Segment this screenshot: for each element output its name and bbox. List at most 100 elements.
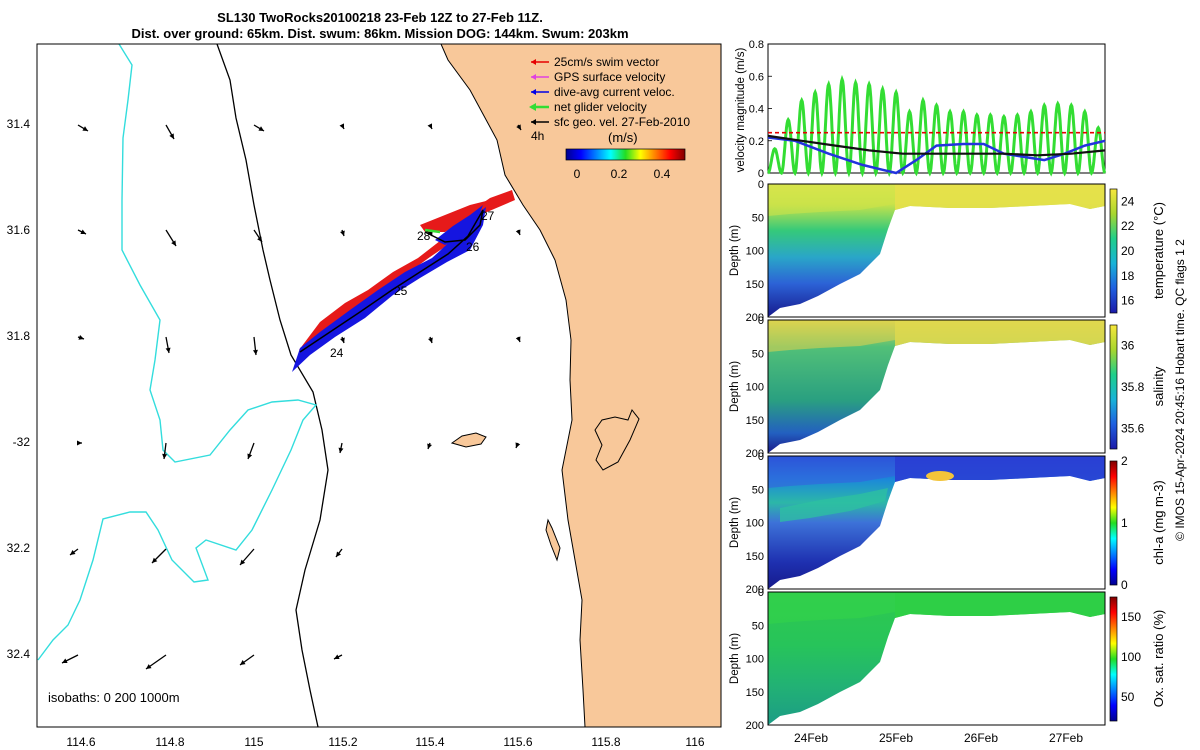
colorbar-oxygen (1109, 596, 1118, 722)
depth-tick: 150 (746, 415, 764, 427)
chl-maximum-layer (780, 488, 888, 522)
day-label-28: 28 (417, 229, 431, 243)
colorbar-tick: 35.6 (1121, 421, 1145, 435)
legend-gps-velocity: GPS surface velocity (531, 70, 665, 84)
colorbar-salinity (1109, 324, 1118, 450)
depth-tick: 0 (758, 451, 764, 463)
depth-tick: 200 (746, 312, 764, 324)
depth-tick: 150 (746, 551, 764, 563)
colorbar-label: salinity (1151, 366, 1166, 406)
glider-track: 24 25 26 27 28 (292, 190, 515, 372)
surface-vector-arrow (340, 229, 345, 237)
velocity-ylabel: velocity magnitude (m/s) (735, 48, 747, 173)
profile-mixed-layer (768, 320, 895, 352)
x-tick-114.6: 114.6 (66, 735, 95, 749)
depth-tick: 200 (746, 720, 764, 732)
profile-panel-chl-a: 0 50 100 150 200 Depth (m) 0 1 2 chl-a (mg m-3) (729, 451, 1166, 596)
surface-vector-arrow (427, 442, 432, 450)
depth-tick: 100 (746, 382, 764, 394)
colorbar-tick: 16 (1121, 294, 1135, 308)
depth-tick: 50 (752, 212, 764, 224)
land-mass (440, 44, 721, 727)
legend-sfc-geo: sfc geo. vel. 27-Feb-2010 (531, 115, 690, 129)
surface-vector-arrow (77, 440, 82, 446)
depth-tick: 100 (746, 246, 764, 258)
profile-panel-oxygen: 0 50 100 150 200 Depth (m) 50 100 150 Ox. sat. ra… (729, 587, 1166, 732)
colorbar-label: chl-a (mg m-3) (1151, 480, 1166, 565)
day-label-26: 26 (466, 240, 480, 254)
surface-vector-arrow (165, 336, 171, 354)
surface-vector-arrow (151, 548, 167, 564)
day-label-24: 24 (330, 346, 344, 360)
surface-vector-arrow (333, 654, 343, 660)
velocity-panel: velocity magnitude (m/s) 0 0.2 0.4 0.6 0.8 (735, 39, 1107, 180)
depth-tick: 200 (746, 448, 764, 460)
legend-net-velocity: net glider velocity (529, 100, 647, 114)
colorbar-tick: 20 (1121, 244, 1135, 258)
x-tick-115.4: 115.4 (415, 735, 444, 749)
surface-vector-arrow (516, 124, 522, 131)
legend-label-sfc: sfc geo. vel. 27-Feb-2010 (554, 115, 690, 129)
profile-surface-band (895, 592, 1105, 618)
colorbar-title: (m/s) (608, 130, 638, 145)
velocity-series (767, 74, 1107, 178)
legend-label-net: net glider velocity (554, 100, 647, 114)
colorbar-tick: 18 (1121, 269, 1135, 283)
surface-vector-arrow (69, 548, 79, 556)
isobath-200m (216, 44, 329, 727)
swim-vectors-north (420, 200, 490, 232)
depth-tick: 200 (746, 584, 764, 596)
colorbar-chl-a (1109, 460, 1118, 586)
velocity-y-tick: 0.8 (749, 39, 764, 51)
colorbar-tick: 2 (1121, 454, 1128, 468)
surface-vector-arrow (165, 229, 177, 247)
surface-vector-arrow (61, 654, 79, 664)
surface-vector-arrow (515, 229, 521, 236)
colorbar-label: Ox. sat. ratio (%) (1151, 610, 1166, 708)
day-label-27: 27 (481, 209, 495, 223)
current-vectors (292, 207, 486, 372)
profile-heatmap-chl-a (768, 456, 1105, 589)
interval-label: 4h (531, 129, 544, 143)
x-tick-115.8: 115.8 (591, 735, 620, 749)
profile-heatmap-temperature (768, 184, 1105, 317)
profile-frame (767, 591, 1106, 726)
depth-tick: 100 (746, 518, 764, 530)
glider-path (299, 209, 484, 353)
colorbar-tick: 150 (1121, 610, 1141, 624)
map-frame (36, 43, 722, 728)
colorbar-tick: 1 (1121, 516, 1128, 530)
time-tick-26Feb: 26Feb (964, 731, 998, 745)
time-tick-24Feb: 24Feb (794, 731, 828, 745)
y-tick-32: -32 (13, 435, 31, 449)
map-y-axis: 31.4 31.6 31.8 -32 32.2 32.4 (7, 117, 31, 661)
colorbar-tick-0: 0 (574, 167, 581, 181)
map-panel: 24 25 26 27 28 25cm/s swim vector GPS su… (7, 43, 722, 749)
velocity-y-tick: 0 (758, 168, 764, 180)
surface-vector-arrow (162, 442, 168, 460)
profile-heatmap-oxygen (768, 592, 1105, 725)
surface-vector-arrow (338, 442, 344, 454)
profile-mixed-layer (768, 456, 895, 488)
depth-axis-label: Depth (m) (729, 361, 741, 412)
profile-panel-salinity: 0 50 100 150 200 Depth (m) 35.6 35.8 36 salinity (729, 315, 1166, 460)
chart-title: SL130 TwoRocks20100218 23-Feb 12Z to 27-… (0, 10, 760, 42)
legend-dive-avg: dive-avg current veloc. (531, 85, 675, 99)
y-tick-31.4: 31.4 (7, 117, 31, 131)
surface-vector-arrow (428, 336, 433, 344)
time-axis: 24Feb 25Feb 26Feb 27Feb (794, 731, 1083, 745)
colorbar-tick: 0 (1121, 578, 1128, 592)
profile-surface-band (895, 320, 1105, 346)
velocity-y-tick: 0.6 (749, 71, 764, 83)
colorbar-label: temperature (°C) (1151, 202, 1166, 299)
time-tick-27Feb: 27Feb (1049, 731, 1083, 745)
legend-label-swim: 25cm/s swim vector (554, 55, 659, 69)
surface-vector-arrow (165, 124, 175, 140)
net-velocity (424, 228, 441, 234)
surface-vector-arrow (339, 123, 345, 130)
surface-vector-arrow (335, 548, 343, 558)
depth-tick: 0 (758, 587, 764, 599)
profile-heatmap-salinity (768, 320, 1105, 453)
colorbar-tick-2: 0.4 (654, 167, 671, 181)
depth-tick: 150 (746, 279, 764, 291)
